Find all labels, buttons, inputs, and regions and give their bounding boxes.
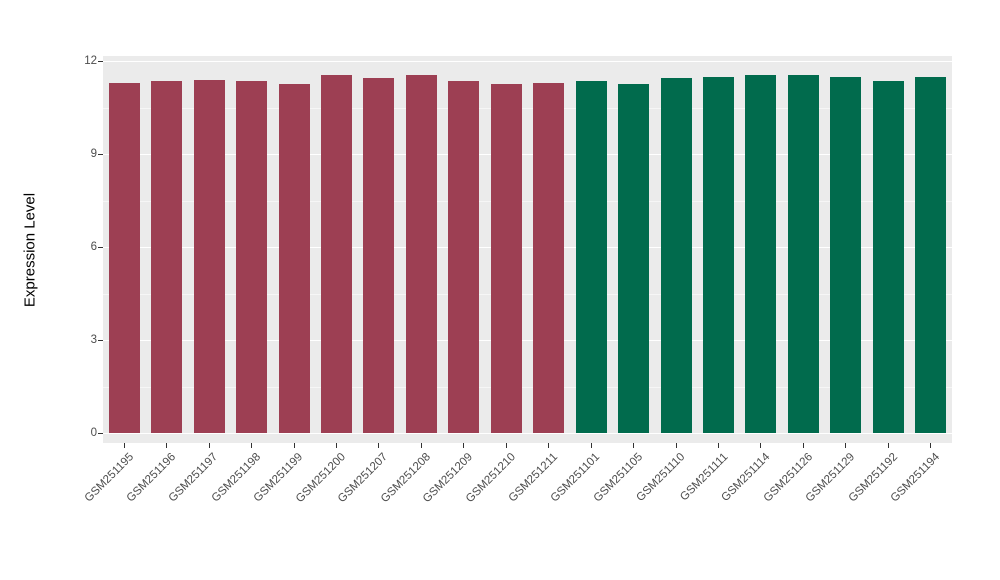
- x-tick-mark: [420, 443, 422, 448]
- x-tick-mark: [845, 443, 847, 448]
- x-tick-mark: [802, 443, 804, 448]
- y-tick-label: 6: [90, 241, 97, 253]
- x-tick-mark: [548, 443, 550, 448]
- major-gridline: [103, 340, 952, 341]
- x-tick-mark: [590, 443, 592, 448]
- bar-GSM251200: [320, 74, 352, 433]
- y-tick-label: 12: [84, 55, 97, 67]
- y-tick-label: 0: [90, 427, 97, 439]
- bar-GSM251195: [108, 82, 140, 433]
- bar-GSM251194: [915, 76, 947, 433]
- y-tick-mark: [98, 60, 103, 62]
- y-tick-mark: [98, 153, 103, 155]
- major-gridline: [103, 154, 952, 155]
- bar-GSM251111: [703, 76, 735, 433]
- bar-GSM251101: [575, 81, 607, 433]
- y-tick-mark: [98, 339, 103, 341]
- y-tick-mark: [98, 246, 103, 248]
- bar-GSM251210: [490, 84, 522, 433]
- x-tick-mark: [378, 443, 380, 448]
- minor-gridline: [103, 200, 952, 202]
- y-tick-mark: [98, 432, 103, 434]
- bar-GSM251211: [533, 82, 565, 433]
- bar-GSM251105: [618, 84, 650, 433]
- x-tick-mark: [251, 443, 253, 448]
- y-tick-label: 9: [90, 148, 97, 160]
- bar-GSM251197: [193, 79, 225, 433]
- x-tick-mark: [505, 443, 507, 448]
- major-gridline: [103, 247, 952, 248]
- y-axis-title: Expression Level: [21, 192, 39, 308]
- bar-GSM251192: [872, 81, 904, 433]
- major-gridline: [103, 433, 952, 434]
- x-tick-mark: [718, 443, 720, 448]
- x-tick-mark: [166, 443, 168, 448]
- minor-gridline: [103, 107, 952, 109]
- bar-GSM251129: [830, 76, 862, 433]
- bar-GSM251196: [151, 81, 183, 433]
- bar-GSM251198: [236, 81, 268, 433]
- bar-GSM251208: [405, 74, 437, 433]
- bar-GSM251110: [660, 78, 692, 433]
- x-tick-mark: [123, 443, 125, 448]
- bar-GSM251114: [745, 74, 777, 433]
- major-gridline: [103, 61, 952, 62]
- x-tick-mark: [463, 443, 465, 448]
- bar-GSM251207: [363, 78, 395, 433]
- plot-panel: [103, 56, 952, 443]
- x-tick-mark: [930, 443, 932, 448]
- y-tick-label: 3: [90, 334, 97, 346]
- x-tick-mark: [760, 443, 762, 448]
- bar-GSM251199: [278, 84, 310, 433]
- x-tick-mark: [208, 443, 210, 448]
- x-tick-mark: [293, 443, 295, 448]
- bar-GSM251209: [448, 81, 480, 433]
- minor-gridline: [103, 293, 952, 295]
- bar-GSM251126: [787, 74, 819, 433]
- x-tick-mark: [335, 443, 337, 448]
- x-tick-mark: [633, 443, 635, 448]
- x-tick-mark: [675, 443, 677, 448]
- x-tick-mark: [887, 443, 889, 448]
- minor-gridline: [103, 386, 952, 388]
